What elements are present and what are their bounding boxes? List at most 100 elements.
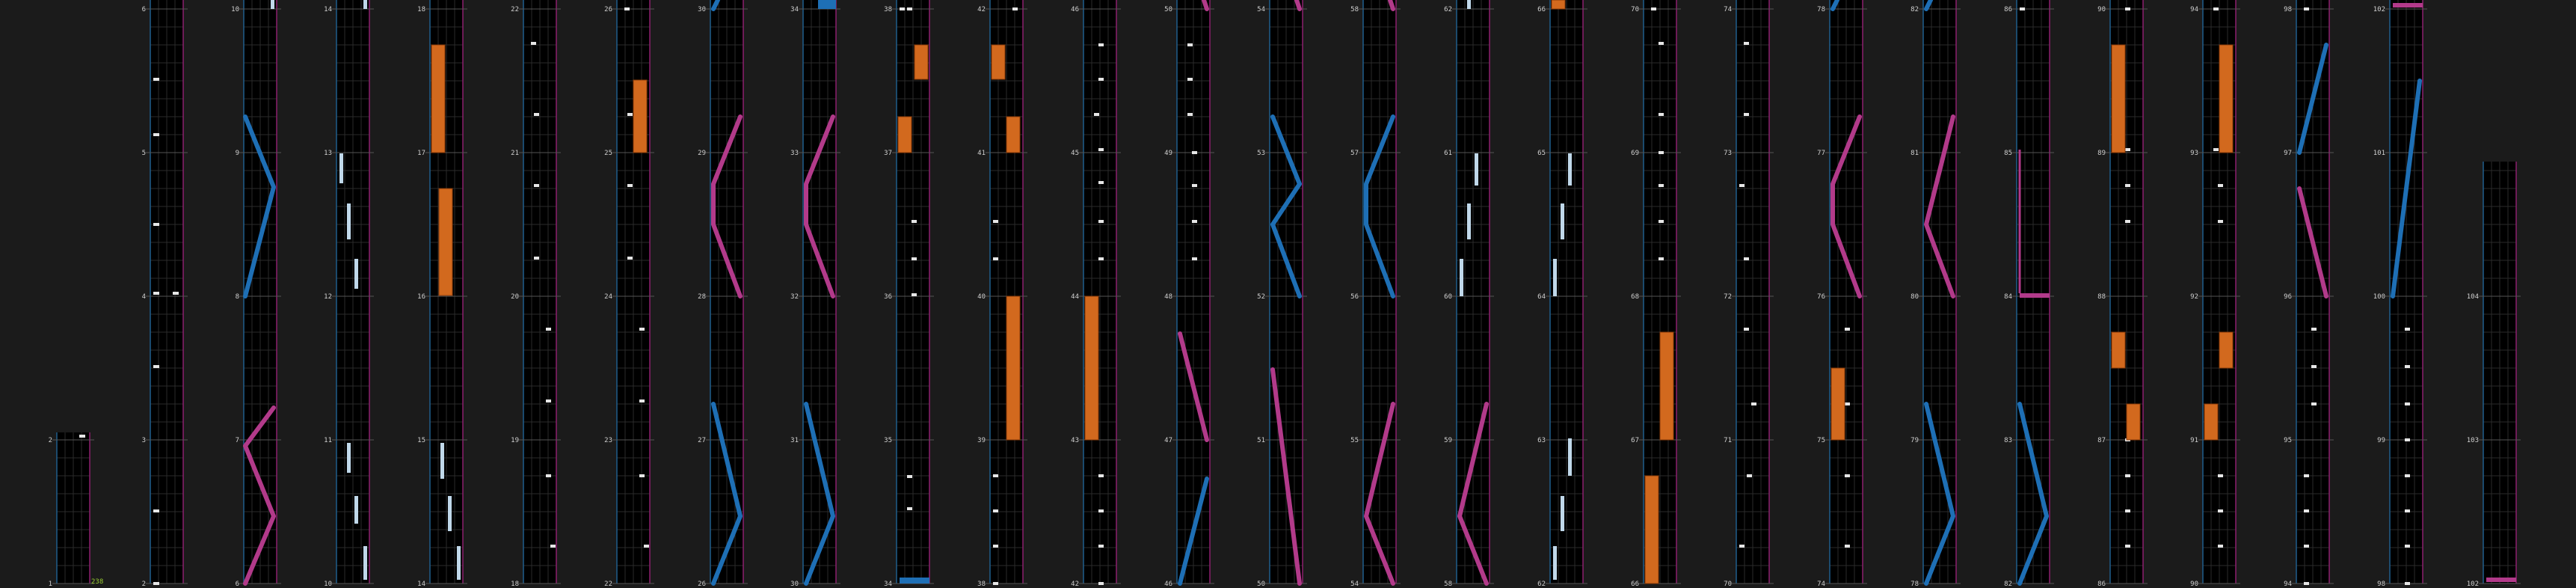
tap-note bbox=[2213, 7, 2219, 10]
hold-note bbox=[2111, 44, 2126, 153]
measure-number: 42 bbox=[1071, 581, 1079, 588]
tap-note bbox=[900, 7, 905, 10]
long-note bbox=[1467, 0, 1471, 9]
measure-number: 35 bbox=[884, 437, 892, 444]
hold-note bbox=[897, 116, 912, 153]
pink-slide-stream bbox=[1388, 0, 1395, 11]
measure-number: 82 bbox=[1911, 6, 1919, 13]
measure-number: 10 bbox=[231, 6, 239, 13]
measure-number: 103 bbox=[2467, 437, 2479, 444]
hold-note bbox=[431, 44, 446, 153]
tap-note bbox=[546, 474, 551, 477]
tap-note bbox=[2304, 7, 2309, 10]
measure-number: 28 bbox=[698, 293, 706, 301]
measure-number: 45 bbox=[1071, 150, 1079, 157]
tap-note bbox=[1659, 220, 1664, 223]
tap-note bbox=[2405, 365, 2410, 368]
tap-note bbox=[1098, 181, 1104, 184]
measure-number: 83 bbox=[2004, 437, 2012, 444]
measure-number: 78 bbox=[1911, 581, 1919, 588]
tap-note bbox=[1845, 545, 1850, 548]
hold-note bbox=[2111, 331, 2126, 369]
pink-slide-stream bbox=[1178, 331, 1209, 442]
tap-note bbox=[2125, 7, 2130, 10]
long-note bbox=[1553, 546, 1557, 580]
measure-number: 12 bbox=[324, 293, 332, 301]
measure-number: 63 bbox=[1537, 437, 1546, 444]
tap-note bbox=[1098, 509, 1104, 512]
measure-number: 80 bbox=[1911, 293, 1919, 301]
measure-number: 6 bbox=[142, 6, 146, 13]
tap-note bbox=[546, 328, 551, 331]
measure-number: 99 bbox=[2377, 437, 2385, 444]
tap-note bbox=[993, 220, 998, 223]
tap-note bbox=[2405, 474, 2410, 477]
tap-note bbox=[1845, 328, 1850, 331]
measure-number: 8 bbox=[236, 293, 239, 301]
blue-slide-stream bbox=[804, 402, 835, 586]
measure-number: 39 bbox=[977, 437, 986, 444]
tap-note bbox=[2218, 220, 2223, 223]
tap-note bbox=[1192, 220, 1197, 223]
measure-number: 67 bbox=[1631, 437, 1639, 444]
measure-number: 66 bbox=[1537, 6, 1546, 13]
measure-number: 37 bbox=[884, 150, 892, 157]
measure-number: 32 bbox=[790, 293, 799, 301]
measure-number: 81 bbox=[1911, 150, 1919, 157]
measure-number: 88 bbox=[2097, 293, 2106, 301]
long-note bbox=[347, 443, 351, 473]
tap-note bbox=[2311, 328, 2317, 331]
tap-note bbox=[2125, 545, 2130, 548]
measure-number: 73 bbox=[1724, 150, 1732, 157]
hold-note bbox=[1644, 475, 1659, 584]
blue-slide-stream bbox=[818, 0, 836, 9]
measure-number: 90 bbox=[2097, 6, 2106, 13]
tap-note bbox=[534, 184, 539, 187]
tap-note bbox=[912, 293, 917, 296]
measure-number: 13 bbox=[324, 150, 332, 157]
measure-number: 14 bbox=[324, 6, 332, 13]
tap-note bbox=[534, 113, 539, 116]
measure-number: 5 bbox=[142, 150, 146, 157]
blue-slide-stream bbox=[1364, 114, 1395, 298]
tap-note bbox=[1751, 402, 1756, 405]
tap-note bbox=[2125, 509, 2130, 512]
tap-note bbox=[2213, 148, 2219, 151]
tap-note bbox=[1098, 148, 1104, 151]
measure-number: 58 bbox=[1444, 581, 1452, 588]
tap-note bbox=[1098, 474, 1104, 477]
tap-note bbox=[153, 133, 159, 136]
tap-note bbox=[1744, 113, 1749, 116]
blue-slide-stream bbox=[2017, 402, 2049, 586]
blue-slide-stream bbox=[2391, 79, 2422, 298]
pink-slide-stream bbox=[2486, 578, 2516, 582]
long-note bbox=[1561, 496, 1564, 531]
tap-note bbox=[1187, 78, 1193, 81]
measure-number: 95 bbox=[2284, 437, 2292, 444]
long-note bbox=[1568, 438, 1572, 476]
tap-note bbox=[1744, 328, 1749, 331]
tap-note bbox=[2218, 474, 2223, 477]
tap-note bbox=[1187, 43, 1193, 46]
hold-note bbox=[1830, 367, 1845, 441]
measure-number: 68 bbox=[1631, 293, 1639, 301]
measure-number: 1 bbox=[49, 581, 52, 588]
measure-number: 42 bbox=[977, 6, 986, 13]
measure-number: 14 bbox=[417, 581, 425, 588]
pink-slide-stream bbox=[1270, 367, 1302, 586]
blue-slide-stream bbox=[1178, 477, 1209, 586]
measure-number: 46 bbox=[1164, 581, 1172, 588]
measure-number: 34 bbox=[884, 581, 892, 588]
tap-note bbox=[1739, 545, 1745, 548]
tap-note bbox=[153, 78, 159, 81]
tap-note bbox=[153, 223, 159, 226]
long-note bbox=[1568, 153, 1572, 186]
blue-slide-stream bbox=[2297, 43, 2328, 155]
hold-note bbox=[2219, 331, 2234, 369]
tap-note bbox=[1098, 220, 1104, 223]
measure-number: 84 bbox=[2004, 293, 2012, 301]
measure-number: 70 bbox=[1631, 6, 1639, 13]
tap-note bbox=[173, 292, 179, 295]
measure-number: 75 bbox=[1817, 437, 1825, 444]
